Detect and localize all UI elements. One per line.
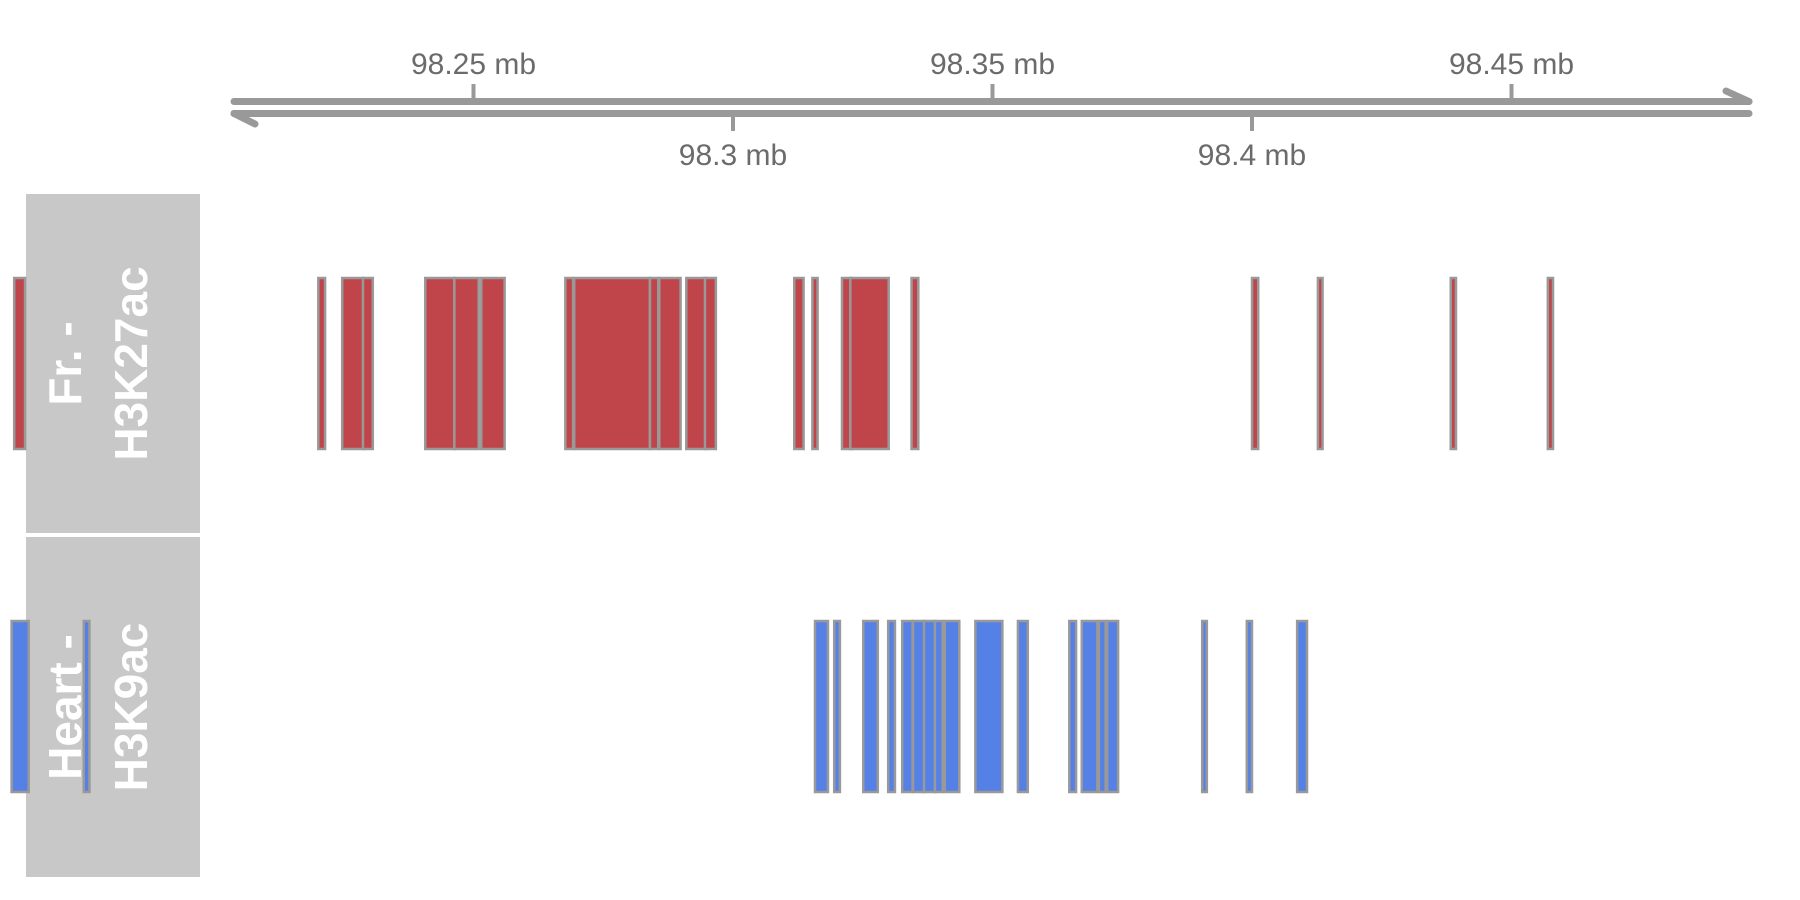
track-fr-h3k27ac: [12, 276, 1555, 451]
feature-block: [648, 276, 660, 451]
axis-tick-label-top-0: 98.25 mb: [411, 48, 536, 81]
track-1-label-line2: H3K27ac: [105, 266, 157, 460]
feature-block: [943, 619, 961, 794]
feature-block: [340, 276, 366, 451]
feature-block: [453, 276, 480, 451]
feature-block: [317, 276, 327, 451]
feature-block: [849, 276, 890, 451]
axis-arrow-left-icon: [230, 110, 259, 128]
feature-block: [1068, 619, 1078, 794]
feature-block: [862, 619, 880, 794]
feature-block: [82, 619, 91, 794]
feature-block: [685, 276, 708, 451]
feature-block: [1250, 276, 1260, 451]
feature-block: [1016, 619, 1030, 794]
feature-block: [900, 619, 914, 794]
feature-block: [480, 276, 506, 451]
feature-block: [572, 276, 652, 451]
track-1-label-line1: Fr. -: [39, 321, 91, 405]
feature-block: [1245, 619, 1254, 794]
track-label-panels: Fr. - H3K27ac Heart - H3K9ac: [26, 194, 200, 877]
feature-block: [10, 619, 30, 794]
feature-block: [703, 276, 718, 451]
feature-block: [832, 619, 842, 794]
axis-tick-label-top-2: 98.45 mb: [1449, 48, 1574, 81]
track-heart-h3k9ac: [10, 619, 1309, 794]
feature-block: [12, 276, 27, 451]
feature-block: [974, 619, 1004, 794]
feature-block: [564, 276, 575, 451]
feature-block: [910, 276, 920, 451]
track-2-label-line2: H3K9ac: [105, 623, 157, 792]
feature-block: [361, 276, 375, 451]
feature-block: [1105, 619, 1120, 794]
feature-block: [1449, 276, 1458, 451]
genome-axis: 98.25 mb 98.35 mb 98.45 mb 98.3 mb 98.4 mb: [230, 48, 1753, 172]
feature-block: [813, 619, 830, 794]
feature-block: [792, 276, 805, 451]
feature-block: [811, 276, 819, 451]
axis-ticks-top: 98.25 mb 98.35 mb 98.45 mb: [411, 48, 1574, 101]
feature-block: [1200, 619, 1209, 794]
feature-block: [423, 276, 457, 451]
feature-block: [933, 619, 944, 794]
track-label-panel-1: [26, 194, 200, 533]
feature-block: [658, 276, 682, 451]
feature-block: [1546, 276, 1555, 451]
axis-tick-label-top-1: 98.35 mb: [930, 48, 1055, 81]
axis-ticks-bottom: 98.3 mb 98.4 mb: [679, 114, 1306, 172]
feature-block: [1097, 619, 1107, 794]
axis-arrow-right-icon: [1722, 87, 1753, 105]
axis-tick-label-bottom-0: 98.3 mb: [679, 139, 787, 172]
feature-block: [886, 619, 897, 794]
track-2-label-line1: Heart -: [39, 634, 91, 780]
feature-block: [1080, 619, 1099, 794]
feature-block: [1316, 276, 1324, 451]
feature-block: [1295, 619, 1309, 794]
track-label-panel-2: [26, 537, 200, 877]
axis-tick-label-bottom-1: 98.4 mb: [1198, 139, 1306, 172]
